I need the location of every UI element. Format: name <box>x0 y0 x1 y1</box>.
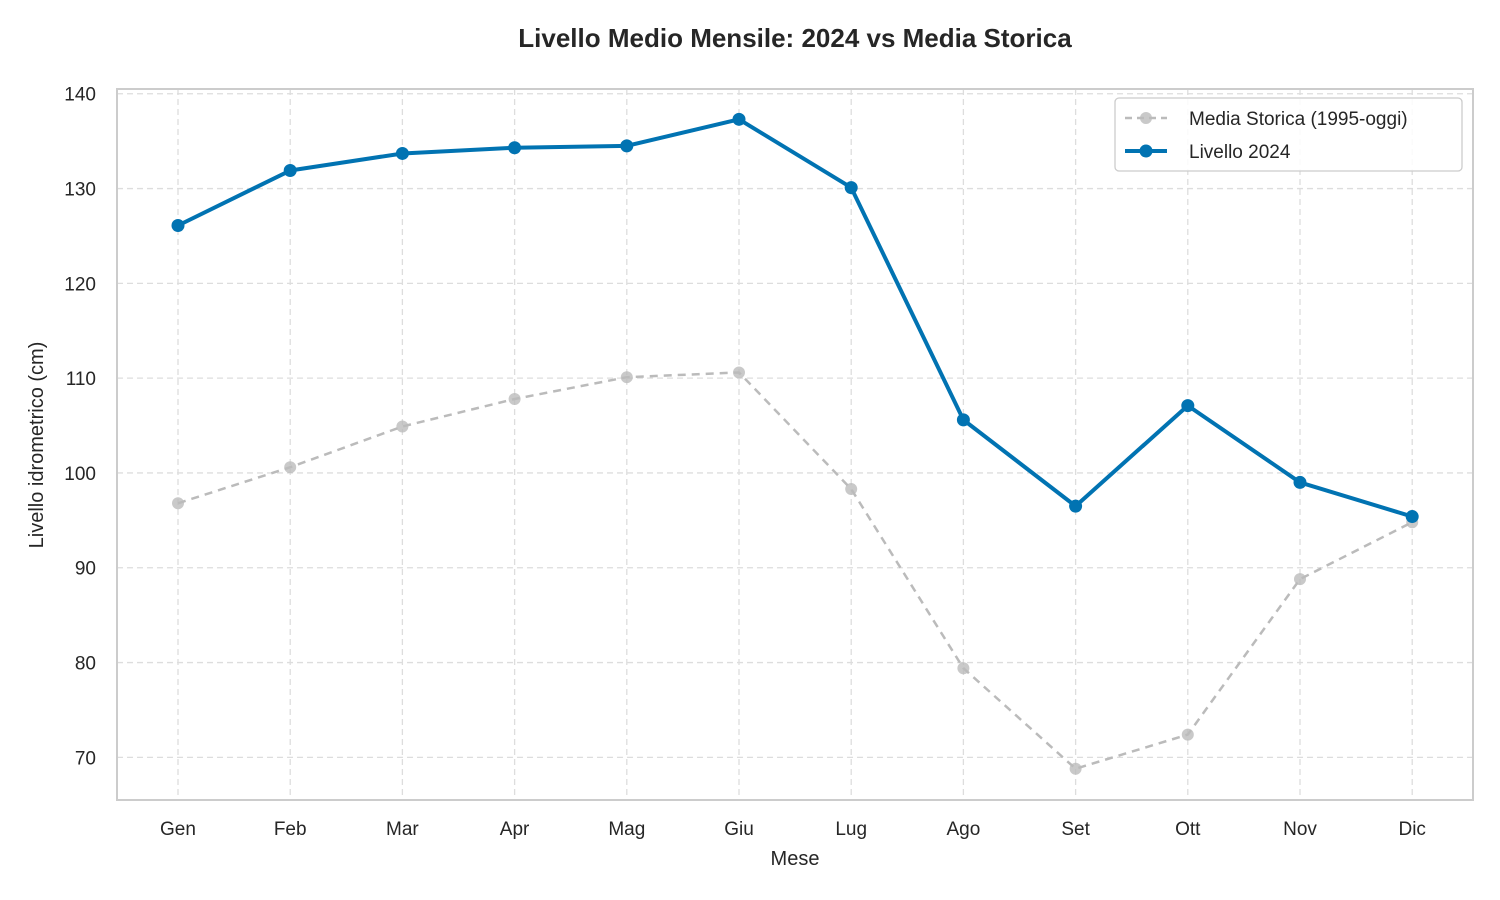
point-2024 <box>844 181 858 195</box>
legend-marker-historical <box>1140 112 1152 124</box>
series-2024 <box>171 112 1419 524</box>
point-2024 <box>620 139 634 153</box>
x-tick-label: Ott <box>1175 819 1201 840</box>
legend-marker-2024 <box>1139 144 1153 158</box>
point-2024 <box>508 141 522 155</box>
historical-point <box>396 420 409 433</box>
y-tick-label: 90 <box>75 559 96 580</box>
plot-frame <box>116 88 1474 801</box>
y-axis-label: Livello idrometrico (cm) <box>26 342 48 549</box>
point-2024 <box>732 112 746 126</box>
x-tick-label: Nov <box>1283 819 1317 840</box>
historical-point <box>620 371 633 384</box>
x-tick-label: Feb <box>274 819 307 840</box>
point-2024 <box>395 146 409 160</box>
historical-point <box>733 366 745 379</box>
x-axis-ticks: Gen Feb Mar Apr Mag Giu Lug Ago Set Ott Nov Dic <box>160 819 1426 840</box>
historical-point <box>957 662 970 675</box>
x-tick-label: Set <box>1061 819 1090 840</box>
legend-label-2024: Livello 2024 <box>1189 142 1291 163</box>
historical-line <box>177 371 1413 770</box>
point-2024 <box>1293 475 1307 489</box>
historical-point <box>172 497 184 510</box>
x-tick-label: Giu <box>724 819 754 840</box>
x-tick-label: Mag <box>608 819 645 840</box>
y-tick-label: 110 <box>66 369 96 390</box>
legend: Media Storica (1995-oggi) Livello 2024 <box>1114 97 1463 172</box>
historical-point <box>1294 573 1306 586</box>
y-tick-label: 80 <box>75 654 96 675</box>
point-2024 <box>1405 510 1419 524</box>
point-2024 <box>956 413 970 427</box>
chart-title: Livello Medio Mensile: 2024 vs Media Sto… <box>518 23 1072 53</box>
x-tick-label: Mar <box>386 819 419 840</box>
legend-box <box>1114 97 1463 172</box>
x-tick-label: Ago <box>946 819 980 840</box>
y-tick-label: 120 <box>64 274 96 295</box>
y-axis-ticks: 70 80 90 100 110 120 130 140 <box>64 85 96 770</box>
x-tick-label: Dic <box>1398 819 1425 840</box>
point-2024 <box>1181 399 1195 413</box>
x-tick-label: Apr <box>500 819 530 840</box>
historical-point <box>1181 728 1194 741</box>
series <box>171 112 1419 775</box>
historical-point <box>845 483 858 496</box>
x-tick-label: Gen <box>160 819 196 840</box>
x-tick-label: Lug <box>835 819 867 840</box>
historical-point <box>508 392 521 405</box>
y-tick-label: 70 <box>75 748 96 769</box>
line-2024 <box>177 117 1413 519</box>
point-2024 <box>1069 499 1083 513</box>
y-tick-label: 100 <box>64 464 96 485</box>
series-historical <box>172 366 1419 775</box>
historical-point <box>1069 762 1082 775</box>
historical-point <box>284 461 297 474</box>
x-axis-label: Mese <box>771 848 820 870</box>
y-tick-label: 130 <box>64 180 96 201</box>
point-2024 <box>283 164 297 178</box>
y-tick-label: 140 <box>64 85 96 106</box>
grid <box>117 89 1473 800</box>
legend-label-historical: Media Storica (1995-oggi) <box>1189 109 1408 130</box>
point-2024 <box>171 219 185 233</box>
